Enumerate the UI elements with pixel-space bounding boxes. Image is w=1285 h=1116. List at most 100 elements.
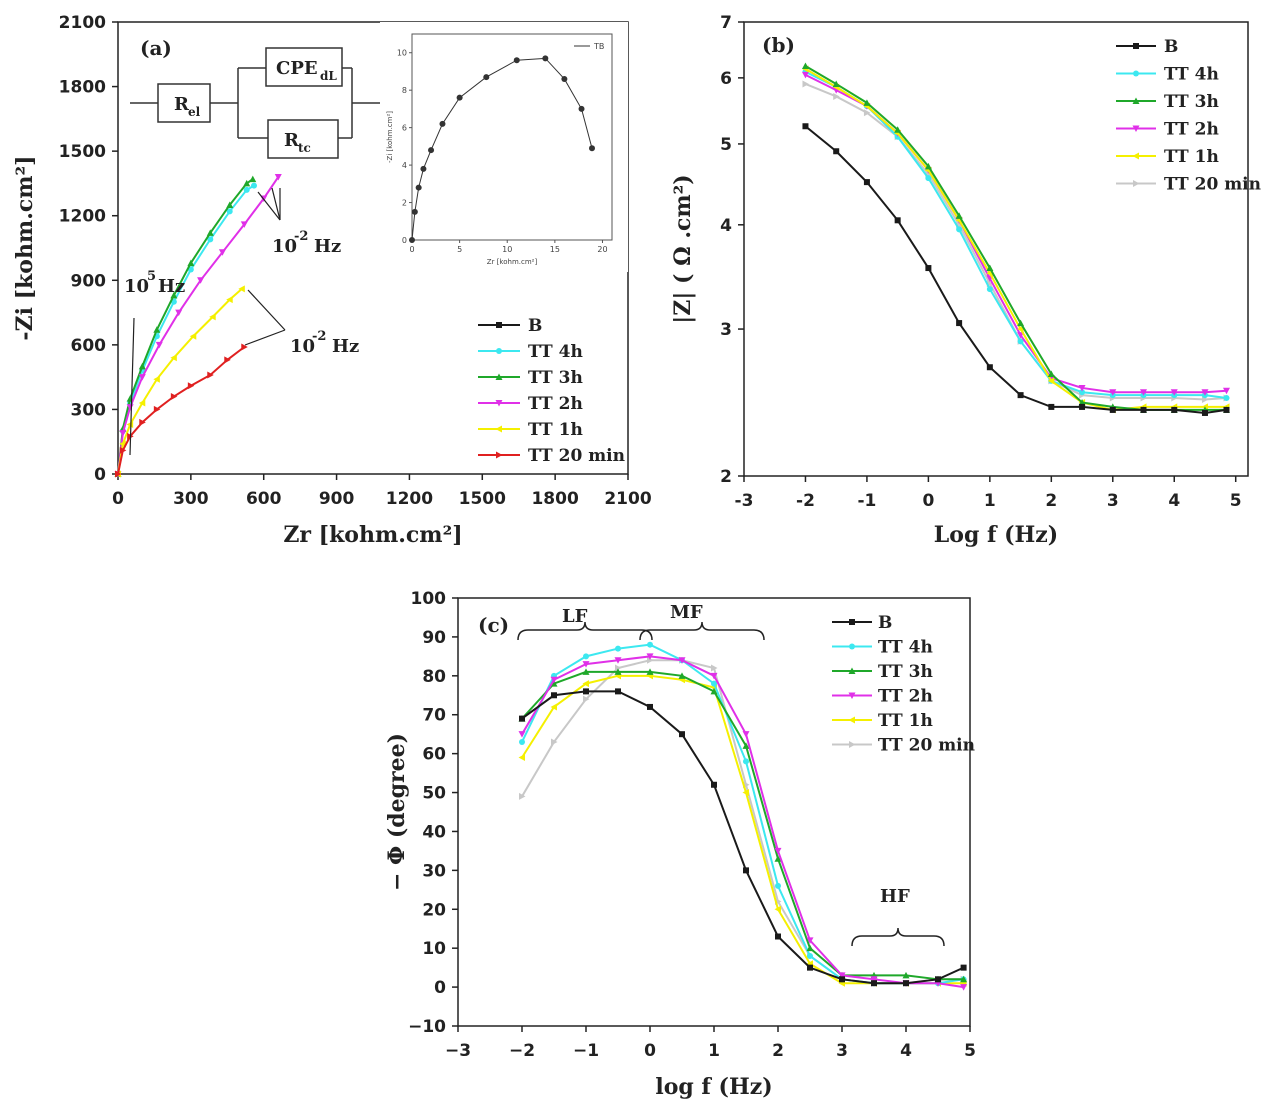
data-point-b (863, 109, 871, 117)
legend-marker-b (1132, 125, 1140, 132)
x-tick-label-c: 1 (708, 1041, 720, 1061)
series-line-a (117, 176, 280, 475)
y-tick-label-c: 30 (422, 861, 446, 881)
data-point-b (1171, 406, 1178, 413)
data-point-b (802, 80, 809, 88)
series-line-b (804, 125, 1227, 414)
data-point-b (1223, 395, 1230, 402)
x-tick-label-a: 1200 (386, 489, 433, 509)
data-point-b (986, 364, 993, 371)
data-point-a (153, 326, 161, 333)
legend-marker-c (848, 692, 856, 699)
legend-label-b: TT 3h (1164, 92, 1219, 112)
data-point-a (251, 182, 257, 189)
legend-label-a: TT 4h (528, 342, 583, 362)
inset-data-point (542, 55, 549, 62)
region-label-mf: MF (670, 602, 703, 623)
data-point-b (863, 179, 870, 186)
data-point-b (955, 212, 963, 219)
hf-pointer (129, 317, 135, 456)
data-point-c (518, 754, 525, 762)
inset-x-tick-label: 5 (457, 245, 462, 254)
data-point-b (832, 80, 840, 87)
inset-frame (411, 33, 613, 241)
data-point-a (241, 343, 248, 351)
data-point-c (774, 905, 781, 913)
data-point-c (775, 933, 781, 940)
legend-marker-a (495, 373, 503, 380)
legend-marker-a (496, 322, 502, 328)
data-point-a (153, 405, 161, 413)
data-point-a (170, 291, 178, 299)
data-point-c (743, 867, 749, 874)
inset-y-tick-label: 6 (402, 124, 407, 133)
data-point-a (187, 259, 195, 267)
data-point-c (679, 731, 685, 738)
data-point-a (138, 362, 146, 370)
x-axis-label-b: Log f (Hz) (934, 522, 1058, 548)
data-point-b (1017, 392, 1024, 399)
data-point-c (551, 738, 558, 746)
data-point-c (647, 703, 653, 710)
data-point-a (226, 201, 234, 208)
series-line-c (521, 659, 964, 985)
panel-b: -3 -2 -1 0 1 2 3 4 5 2 3 4 5 6 7 Log f (Hz) |Z| ( Ω .cm²… (670, 13, 1261, 548)
data-point-c (774, 847, 782, 855)
data-point-c (519, 792, 526, 800)
data-point-c (742, 731, 750, 738)
legend-label-b: TT 4h (1164, 65, 1219, 85)
x-tick-label-b: -3 (735, 491, 754, 511)
data-point-b (1223, 406, 1230, 413)
data-point-b (1109, 389, 1117, 396)
inset-data-point (409, 237, 415, 243)
data-point-c (583, 653, 589, 660)
legend-label-b: TT 2h (1164, 120, 1219, 140)
data-point-c (838, 972, 846, 979)
y-tick-label-c: 90 (422, 628, 446, 648)
legend-marker-a (495, 400, 503, 407)
data-point-a (249, 175, 257, 183)
data-point-c (870, 976, 878, 983)
mf-brace (639, 621, 765, 641)
legend-label-b: TT 20 min (1164, 175, 1261, 195)
x-tick-label-a: 2100 (604, 489, 651, 509)
data-point-a (115, 470, 122, 478)
legend-marker-b (1133, 70, 1139, 77)
lf-label-1-sup: -2 (294, 229, 308, 244)
x-tick-label-c: 5 (964, 1041, 976, 1061)
inset-data-point (561, 75, 568, 82)
data-point-c (678, 672, 686, 679)
y-tick-label-a: 2100 (59, 13, 106, 33)
y-tick-label-c: 0 (434, 978, 446, 998)
inset-x-tick-label: 10 (502, 245, 512, 254)
data-point-a (218, 249, 226, 256)
x-tick-label-a: 900 (319, 489, 355, 509)
data-point-c (742, 742, 750, 749)
lf-label-2-sup: -2 (312, 329, 326, 344)
series-line-a (117, 184, 255, 475)
data-point-c (550, 680, 558, 687)
hf-label: 10 (124, 276, 149, 297)
legend-marker-a (495, 425, 502, 433)
data-point-c (518, 731, 526, 738)
data-point-b (1170, 389, 1178, 396)
region-label-hf: HF (880, 886, 910, 907)
inset-x-tick-label: 0 (409, 245, 414, 254)
data-point-c (614, 668, 622, 675)
data-point-b (1017, 325, 1024, 333)
data-point-c (902, 971, 910, 979)
data-point-c (582, 668, 590, 675)
data-point-a (138, 399, 146, 407)
lf-label-2-unit: Hz (332, 336, 359, 357)
panel-label-b: (b) (762, 33, 795, 57)
data-point-b (1078, 384, 1086, 392)
inset-x-tick-label: 20 (597, 245, 607, 254)
data-point-b (1017, 319, 1025, 327)
data-point-c (775, 882, 781, 889)
data-point-c (960, 964, 967, 971)
circuit-cpe-label: CPE (276, 58, 318, 79)
legend-label-a: B (528, 316, 542, 336)
x-tick-label-b: -2 (796, 491, 815, 511)
data-point-b (1140, 389, 1148, 396)
